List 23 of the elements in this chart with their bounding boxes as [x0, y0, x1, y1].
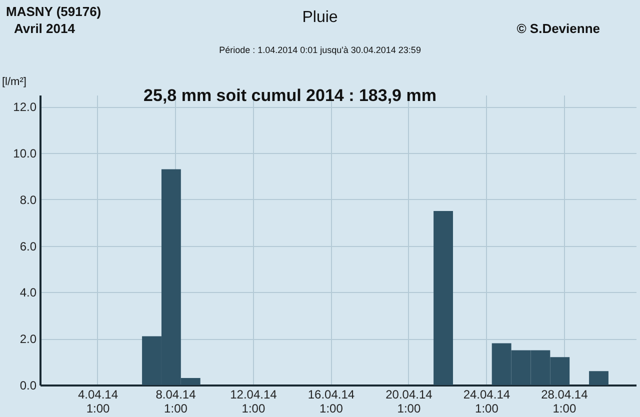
y-tick-label: 2.0: [20, 332, 37, 346]
x-tick-label: 8.04.14 1:00: [156, 388, 196, 416]
y-tick-label: 0.0: [20, 378, 37, 392]
text: MASNY (59176): [6, 4, 102, 19]
x-tick-label: 4.04.14 1:00: [78, 388, 118, 416]
x-tick-label: 24.04.14 1:00: [463, 388, 510, 416]
x-tick-label: 20.04.14 1:00: [386, 388, 433, 416]
bar: [434, 211, 453, 385]
chart-subtitle: 25,8 mm soit cumul 2014 : 183,9 mm: [144, 86, 436, 105]
x-tick-label: 28.04.14 1:00: [541, 388, 588, 416]
text: Avril 2014: [14, 21, 76, 36]
y-tick-label: 12.0: [13, 100, 37, 114]
x-tick-label: 16.04.14 1:00: [308, 388, 355, 416]
x-tick-label: 12.04.14 1:00: [230, 388, 278, 416]
y-axis-title: [l/m²]: [2, 76, 26, 88]
y-tick-label: 4.0: [20, 286, 37, 300]
text: Période : 1.04.2014 0:01 jusqu'à 30.04.2014 23:59: [219, 45, 421, 55]
y-tick-label: 6.0: [20, 239, 37, 254]
bar: [589, 371, 608, 385]
y-tick-label: 10.0: [13, 146, 37, 160]
text: © S.Devienne: [516, 21, 600, 36]
y-tick-label: 8.0: [20, 192, 37, 207]
chart-title: Pluie: [302, 9, 338, 26]
